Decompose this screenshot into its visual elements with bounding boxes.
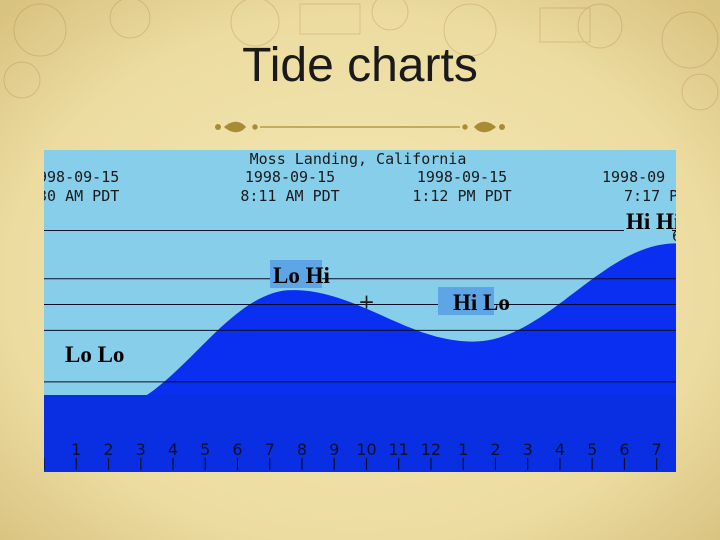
- title-divider-ornament: [215, 121, 505, 133]
- hour-tick-label: 7: [265, 440, 275, 459]
- slide-title: Tide charts: [242, 39, 478, 92]
- hour-tick-label: 1: [71, 440, 81, 459]
- hour-tick-label: 11: [389, 440, 409, 459]
- header-time: 30 AM PDT: [44, 187, 119, 205]
- header-time: 1:12 PM PDT: [412, 187, 511, 205]
- tide-label-text: Hi Lo: [453, 290, 510, 315]
- chart-title: Moss Landing, California: [250, 150, 467, 168]
- tide-label-text: Lo Hi: [273, 263, 330, 288]
- hour-axis: 1 2 3 4 5 6 7 8 9 10 11 12 1 2 3 4 5 6 7: [44, 440, 662, 470]
- hour-tick-label: 3: [523, 440, 533, 459]
- tide-label-text: Hi Hi: [626, 209, 676, 234]
- hour-tick-label: 9: [329, 440, 339, 459]
- hour-tick-label: 7: [652, 440, 662, 459]
- header-date: 1998-09-15: [245, 168, 335, 186]
- tide-label-hi-lo: Hi Lo: [438, 287, 510, 315]
- hour-tick-label: 5: [200, 440, 210, 459]
- tide-label-hi-hi: Hi Hi: [624, 206, 676, 234]
- tide-label-lo-hi: Lo Hi: [270, 260, 330, 288]
- chart-marker: +: [358, 289, 375, 313]
- hour-tick-label: 6: [619, 440, 629, 459]
- hour-tick-label: 3: [136, 440, 146, 459]
- header-time: 7:17 PM: [624, 187, 676, 205]
- tide-time-headers: 998-09-15 30 AM PDT 1998-09-15 8:11 AM P…: [44, 168, 676, 205]
- postal-stamps-decoration: [3, 0, 719, 111]
- tide-label-text: Lo Lo: [65, 342, 124, 367]
- grid-lines: [44, 230, 676, 383]
- hour-tick-label: 2: [490, 440, 500, 459]
- header-date: 998-09-15: [44, 168, 119, 186]
- hour-tick-label: 5: [587, 440, 597, 459]
- header-time: 8:11 AM PDT: [240, 187, 339, 205]
- deep-water-band: [44, 395, 676, 472]
- hour-tick-label: 6: [232, 440, 242, 459]
- hour-tick-label: 2: [103, 440, 113, 459]
- hour-tick-label: 10: [356, 440, 376, 459]
- tide-label-lo-lo: Lo Lo: [65, 342, 124, 367]
- edge-digit: 6: [672, 229, 676, 245]
- hour-tick-label: 1: [458, 440, 468, 459]
- hour-tick-label: 8: [297, 440, 307, 459]
- header-date: 1998-09: [602, 168, 665, 186]
- header-date: 1998-09-15: [417, 168, 507, 186]
- hour-tick-label: 4: [168, 440, 178, 459]
- tide-chart: Moss Landing, California 998-09-15 30 AM…: [44, 150, 676, 472]
- hour-tick-label: 4: [555, 440, 565, 459]
- hour-tick-label: 12: [421, 440, 441, 459]
